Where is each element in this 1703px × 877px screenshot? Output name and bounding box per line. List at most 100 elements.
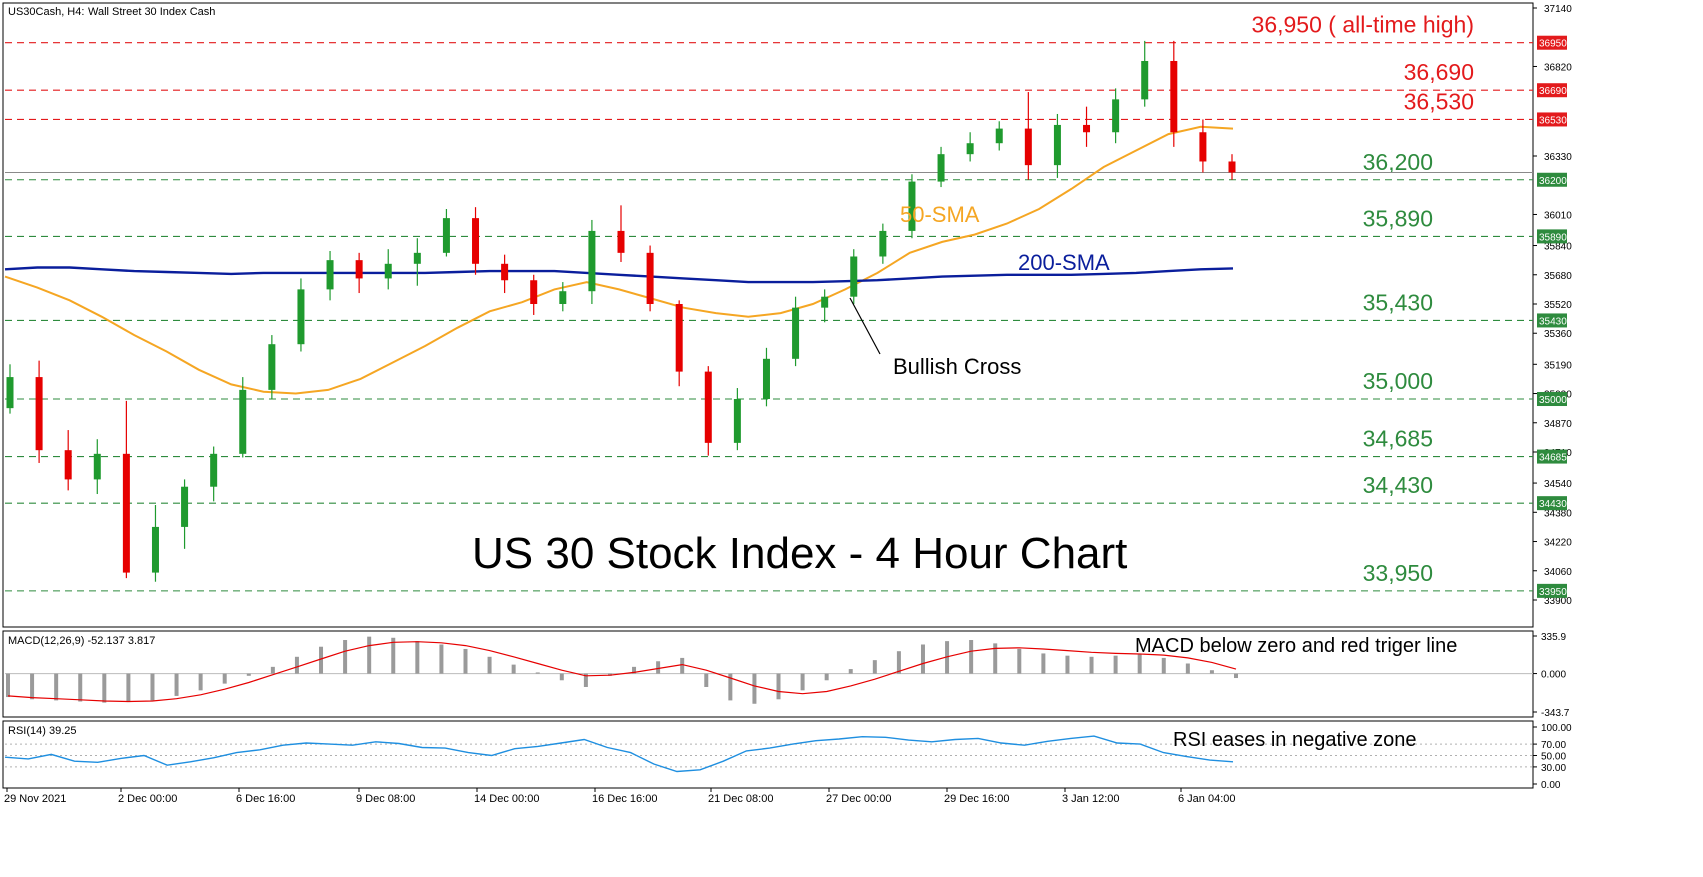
symbol-label: US30Cash, H4: bbox=[8, 6, 84, 18]
price-tick-label: 35360 bbox=[1544, 329, 1572, 340]
price-badge-label: 36950 bbox=[1539, 39, 1567, 50]
price-badge bbox=[1537, 112, 1567, 127]
macd-histogram-bar bbox=[920, 644, 925, 674]
macd-histogram-bar bbox=[294, 656, 299, 674]
macd-histogram-bar bbox=[511, 664, 516, 674]
price-tick-label: 35840 bbox=[1544, 242, 1572, 253]
price-badge-label: 36530 bbox=[1539, 115, 1567, 126]
time-tick-label: 27 Dec 00:00 bbox=[826, 793, 891, 805]
time-tick-label: 9 Dec 08:00 bbox=[356, 793, 415, 805]
main-chart-frame bbox=[2, 2, 1534, 628]
support-label: 35,890 bbox=[1363, 205, 1433, 231]
rsi-tick-label: 70.00 bbox=[1541, 740, 1566, 751]
time-tick-label: 6 Dec 16:00 bbox=[236, 793, 295, 805]
candle-body bbox=[6, 377, 14, 409]
candle-body bbox=[908, 181, 916, 231]
rsi-title: RSI(14) 39.25 bbox=[8, 725, 76, 737]
candle-body bbox=[1170, 60, 1178, 133]
time-tick-label: 29 Dec 16:00 bbox=[944, 793, 1009, 805]
macd-histogram-bar bbox=[824, 673, 829, 681]
rsi-panel-frame bbox=[2, 720, 1534, 789]
macd-histogram-bar bbox=[246, 673, 251, 676]
macd-histogram-bar bbox=[704, 673, 709, 687]
price-badge bbox=[1537, 35, 1567, 50]
macd-histogram-bar bbox=[872, 660, 877, 674]
resistance-label: 36,690 bbox=[1404, 59, 1474, 85]
candle-body bbox=[850, 256, 858, 297]
price-tick-label: 34060 bbox=[1544, 567, 1572, 578]
time-tick-label: 29 Nov 2021 bbox=[4, 793, 66, 805]
price-tick-label: 34540 bbox=[1544, 479, 1572, 490]
candle-body bbox=[821, 296, 829, 308]
macd-histogram-bar bbox=[1017, 648, 1022, 674]
macd-histogram-bar bbox=[343, 640, 348, 674]
candle-body bbox=[1024, 128, 1032, 166]
macd-histogram-bar bbox=[415, 641, 420, 674]
price-badge-label: 36690 bbox=[1539, 86, 1567, 97]
price-badge-label: 35000 bbox=[1539, 395, 1567, 406]
macd-histogram-bar bbox=[78, 673, 83, 702]
macd-histogram-bar bbox=[1209, 670, 1214, 674]
candle-body bbox=[239, 389, 247, 454]
macd-histogram-bar bbox=[6, 673, 10, 698]
rsi-line bbox=[4, 735, 1234, 773]
price-badge bbox=[1537, 449, 1567, 464]
macd-histogram-bar bbox=[54, 673, 59, 701]
price-badge bbox=[1537, 83, 1567, 98]
sma200-label: 200-SMA bbox=[1018, 250, 1110, 275]
sma200-line bbox=[4, 266, 1234, 284]
macd-histogram-bar bbox=[1113, 655, 1118, 674]
level-lines: 36,950 ( all-time high) 36,690 36,530 36,20… bbox=[5, 12, 1533, 592]
price-tick-label: 34220 bbox=[1544, 538, 1572, 549]
candle-body bbox=[966, 143, 974, 155]
price-badge bbox=[1537, 172, 1567, 187]
candle-body bbox=[501, 263, 509, 281]
support-label: 34,685 bbox=[1363, 426, 1433, 452]
macd-histogram-bar bbox=[559, 673, 564, 681]
macd-histogram-bar bbox=[487, 656, 492, 674]
macd-histogram-bar bbox=[776, 673, 781, 700]
price-tick-label: 35190 bbox=[1544, 360, 1572, 371]
macd-histogram-bar bbox=[800, 673, 805, 691]
price-tick-label: 35520 bbox=[1544, 300, 1572, 311]
macd-histogram-bar bbox=[150, 673, 155, 701]
sma50-line bbox=[4, 125, 1234, 395]
candle-body bbox=[1228, 161, 1236, 173]
macd-histogram-bar bbox=[126, 673, 131, 703]
price-badge-label: 34685 bbox=[1539, 453, 1567, 464]
candle-body bbox=[879, 230, 887, 257]
candle-body bbox=[93, 453, 101, 480]
time-tick-label: 16 Dec 16:00 bbox=[592, 793, 657, 805]
macd-signal-line bbox=[7, 641, 1237, 703]
rsi-tick-label: 50.00 bbox=[1541, 752, 1566, 763]
macd-tick-label: 0.000 bbox=[1541, 670, 1566, 681]
macd-histogram-bar bbox=[222, 673, 227, 684]
price-badge bbox=[1537, 313, 1567, 328]
candle-body bbox=[646, 252, 654, 304]
macd-histogram-bar bbox=[1041, 653, 1046, 674]
macd-histogram-bar bbox=[583, 673, 588, 687]
candle-body bbox=[384, 263, 392, 279]
price-badge bbox=[1537, 392, 1567, 407]
support-label: 36,200 bbox=[1363, 149, 1433, 175]
macd-histogram-bar bbox=[198, 673, 203, 691]
candle-body bbox=[1199, 132, 1207, 162]
resistance-label: 36,950 ( all-time high) bbox=[1252, 12, 1474, 38]
macd-histogram-bar bbox=[1185, 663, 1190, 674]
candle-body bbox=[1083, 124, 1091, 133]
candle-body bbox=[762, 358, 770, 400]
candle-body bbox=[64, 450, 72, 480]
macd-histogram-bar bbox=[1137, 654, 1142, 674]
candle-body bbox=[937, 154, 945, 182]
rsi-tick-label: 30.00 bbox=[1541, 763, 1566, 774]
price-tick-label: 36010 bbox=[1544, 210, 1572, 221]
macd-tick-label: -343.7 bbox=[1541, 708, 1570, 719]
price-tick-label: 37140 bbox=[1544, 4, 1572, 15]
time-tick-label: 6 Jan 04:00 bbox=[1178, 793, 1236, 805]
macd-histogram-bar bbox=[632, 666, 637, 674]
rsi-tick-label: 100.00 bbox=[1541, 723, 1572, 734]
chart-title: US 30 Stock Index - 4 Hour Chart bbox=[472, 529, 1127, 578]
macd-histogram-bar bbox=[896, 651, 901, 674]
candle-body bbox=[35, 377, 43, 451]
